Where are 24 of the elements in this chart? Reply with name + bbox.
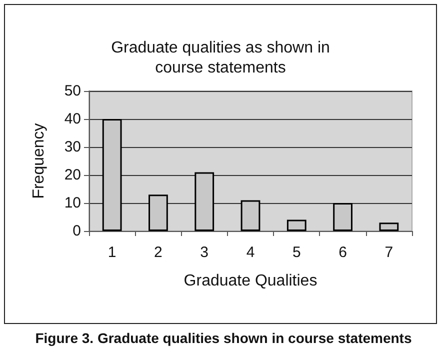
chart-title: Graduate qualities as shown in course statements — [111, 40, 330, 76]
y-tick-label: 0 — [72, 222, 81, 240]
bar — [102, 119, 122, 231]
x-tick-label: 2 — [154, 244, 162, 261]
y-tick-label: 30 — [64, 138, 81, 156]
x-tick-label: 7 — [384, 244, 394, 261]
bar — [286, 220, 306, 231]
x-tick-label: 6 — [338, 244, 347, 261]
y-tick-label: 40 — [64, 110, 81, 128]
bar — [240, 200, 260, 231]
caption: Figure 3. Graduate qualities shown in course statements — [34, 330, 413, 346]
x-tick-label: 5 — [292, 244, 301, 261]
x-tick-label: 4 — [246, 244, 255, 261]
x-axis-title: Graduate Qualities — [184, 272, 318, 290]
bar — [148, 194, 168, 231]
x-tick-label: 1 — [108, 244, 116, 261]
bar — [379, 222, 399, 231]
y-tick-label: 20 — [64, 166, 81, 184]
x-tick-label: 3 — [200, 244, 209, 261]
bar — [194, 172, 214, 231]
y-tick-label: 50 — [64, 82, 81, 100]
y-tick-label: 10 — [64, 194, 81, 212]
bar — [333, 203, 352, 231]
y-axis-title: Frequency — [30, 123, 48, 199]
